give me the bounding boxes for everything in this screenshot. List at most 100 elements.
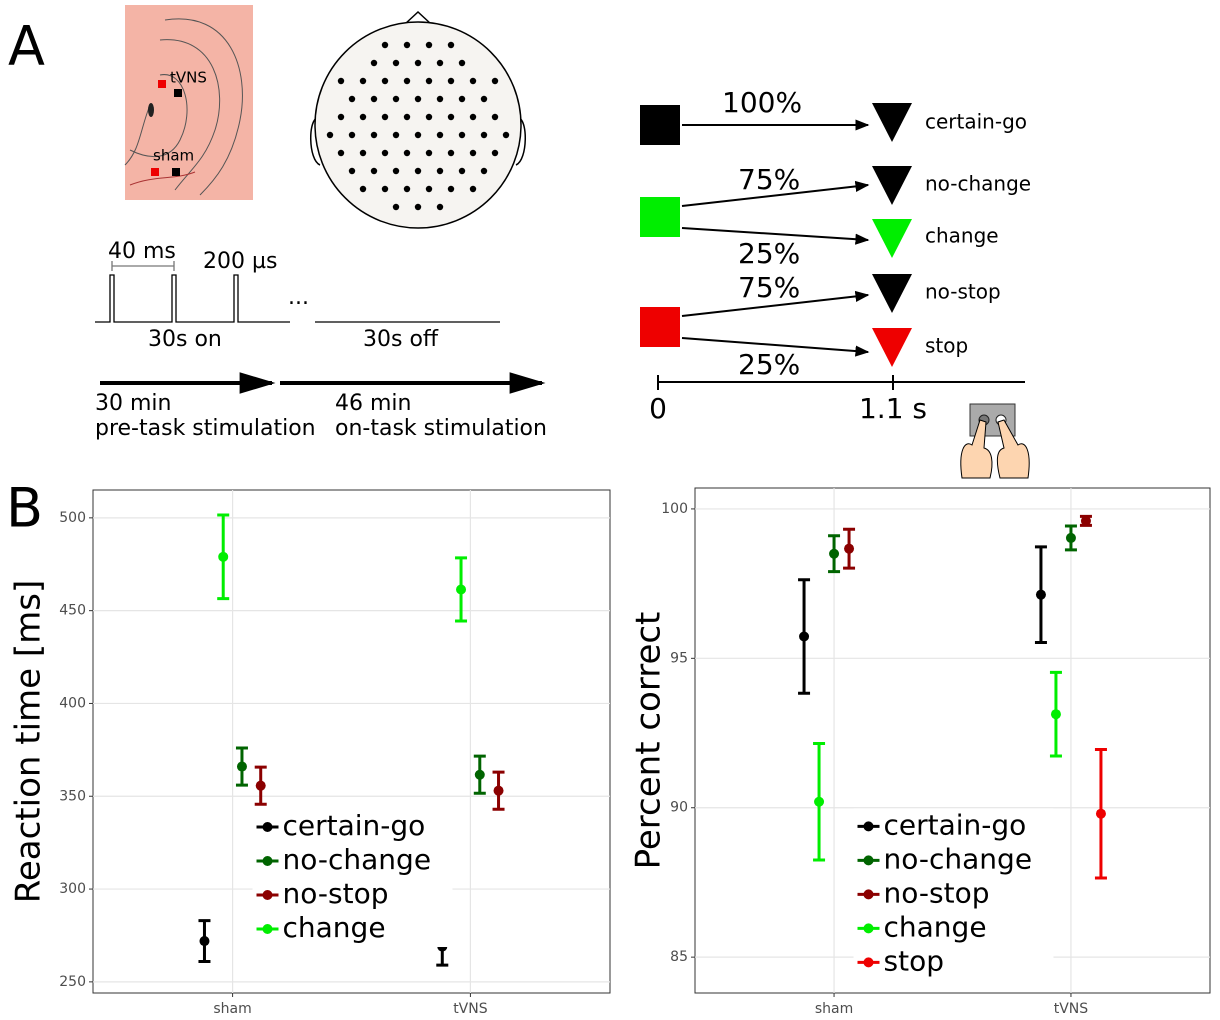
electrode [370,167,378,175]
electrode [491,113,499,121]
eeg-head [310,10,526,229]
point [1065,532,1076,543]
point [844,543,855,554]
phase-duration: 30 min [95,391,171,416]
legend-label: certain-go [884,808,1027,841]
point [1035,589,1046,600]
electrode [502,131,510,139]
ear-label: sham [153,147,194,165]
legend-swatch [863,855,874,866]
electrode [469,77,477,85]
point [1080,515,1091,526]
electrode [458,59,466,67]
electrode [480,131,488,139]
electrode [447,149,455,157]
electrode [359,185,367,193]
y-tick-label: 95 [670,650,688,666]
legend-swatch [863,821,874,832]
electrode [491,149,499,157]
legend-label: change [283,911,386,944]
point [456,584,467,595]
electrode [425,185,433,193]
legend-label: change [884,910,987,943]
phase-label: pre-task stimulation [95,416,316,441]
electrode [491,77,499,85]
ellipsis: ... [288,285,309,310]
electrode [403,185,411,193]
electrode [337,149,345,157]
electrode [348,95,356,103]
legend-swatch [262,890,273,901]
y-tick-label: 85 [670,949,688,965]
electrode [414,59,422,67]
electrode [469,113,477,121]
probability: 75% [738,163,800,196]
y-tick-label: 300 [59,881,86,897]
electrode [436,95,444,103]
electrode [480,95,488,103]
y-tick-label: 350 [59,788,86,804]
outcome: stop [925,334,968,358]
probability: 75% [738,271,800,304]
point [218,551,229,562]
point [814,796,825,807]
point [474,769,485,780]
legend-label: no-stop [884,876,990,909]
electrode [370,131,378,139]
legend-label: stop [884,944,944,977]
ear-illustration [124,5,253,200]
pulse-width: 200 µs [203,249,277,274]
legend-swatch [262,924,273,935]
on-label: 30s on [148,327,222,352]
electrode [337,77,345,85]
probability: 25% [738,237,800,270]
ear-label: tVNS [170,69,207,87]
electrode [392,95,400,103]
electrode [458,131,466,139]
electrode [392,203,400,211]
electrode [359,113,367,121]
x-tick-label: tVNS [453,1001,488,1017]
x-tick-label: tVNS [1054,1001,1089,1017]
legend-box [252,809,453,948]
legend-swatch [262,822,273,833]
electrode [447,113,455,121]
y-tick-label: 90 [670,800,688,816]
legend-label: no-change [283,843,432,876]
electrode [348,167,356,175]
electrode [348,131,356,139]
pulse-train [95,261,500,323]
x-tick-label: sham [213,1001,251,1017]
electrode [414,95,422,103]
electrode [381,41,389,49]
electrode [370,59,378,67]
electrode [425,113,433,121]
y-tick-label: 500 [59,510,86,526]
point [493,785,504,796]
y-tick-label: 400 [59,695,86,711]
outcome: certain-go [925,110,1027,134]
outcome: no-change [925,172,1031,196]
legend-box [853,808,1054,981]
electrode [392,131,400,139]
off-label: 30s off [363,327,439,352]
electrode [381,149,389,157]
y-axis-title: Percent correct [629,612,669,870]
outcome: no-stop [925,280,1001,304]
electrode [403,149,411,157]
legend-swatch [262,856,273,867]
electrode [436,167,444,175]
timeline-label: 0 [649,392,667,425]
electrode [414,167,422,175]
legend-swatch [863,889,874,900]
electrode [458,167,466,175]
electrode [326,131,334,139]
point [199,936,210,947]
point [236,761,247,772]
y-tick-label: 450 [59,603,86,619]
phase-duration: 46 min [335,391,411,416]
point [1095,808,1106,819]
electrode [359,77,367,85]
electrode [436,203,444,211]
